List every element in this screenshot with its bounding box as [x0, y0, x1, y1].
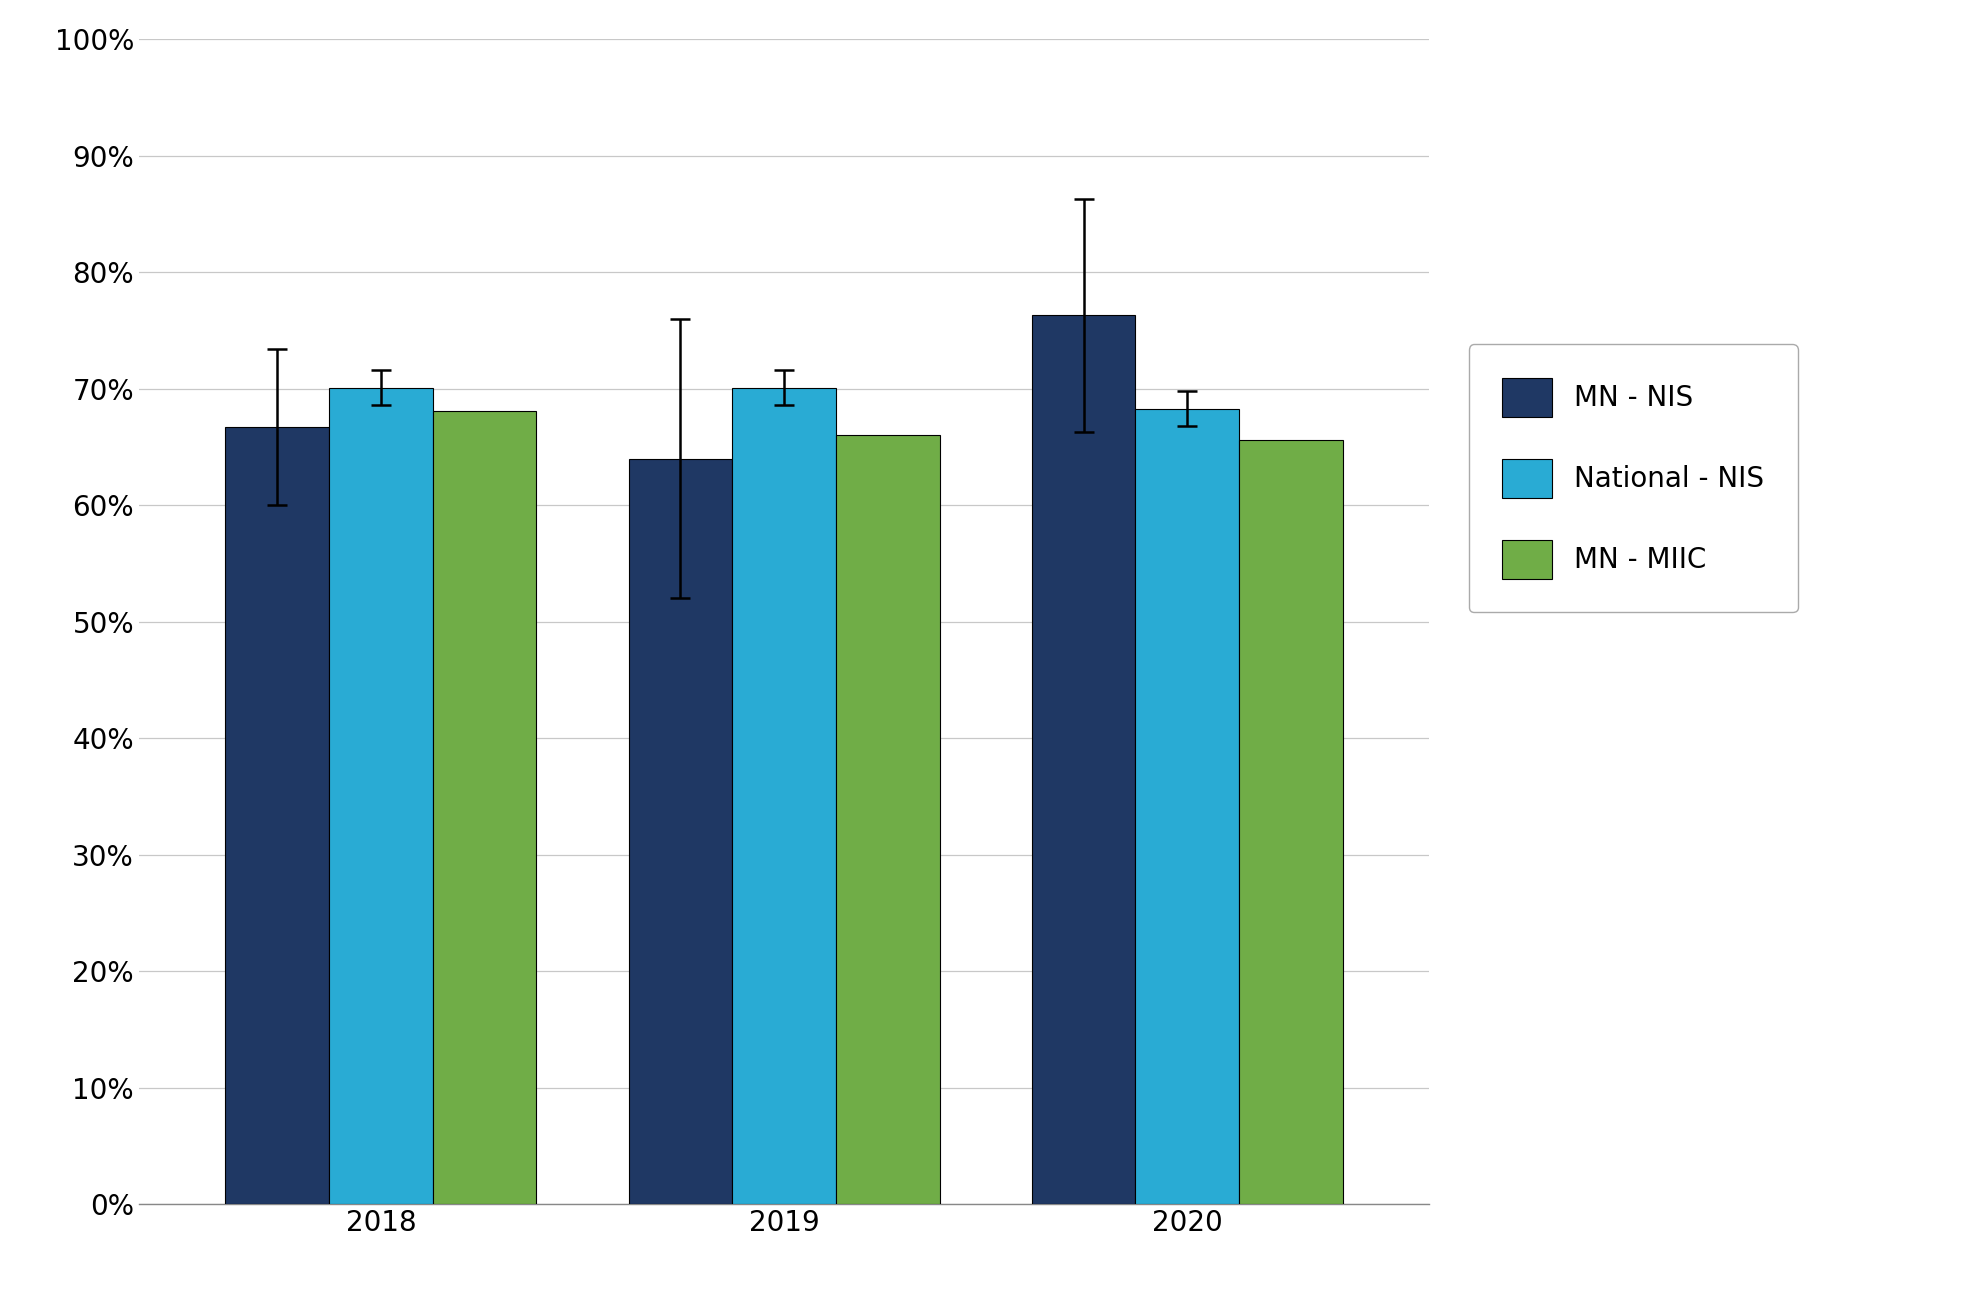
Bar	[433, 411, 536, 1204]
Bar	[1032, 315, 1135, 1204]
Bar	[836, 436, 939, 1204]
Legend: MN - NIS, National - NIS, MN - MIIC: MN - NIS, National - NIS, MN - MIIC	[1469, 344, 1798, 613]
Bar	[330, 387, 433, 1204]
Bar	[629, 458, 732, 1204]
Bar	[732, 387, 836, 1204]
Bar	[1135, 408, 1239, 1204]
Bar	[1239, 440, 1342, 1204]
Bar	[226, 427, 330, 1204]
